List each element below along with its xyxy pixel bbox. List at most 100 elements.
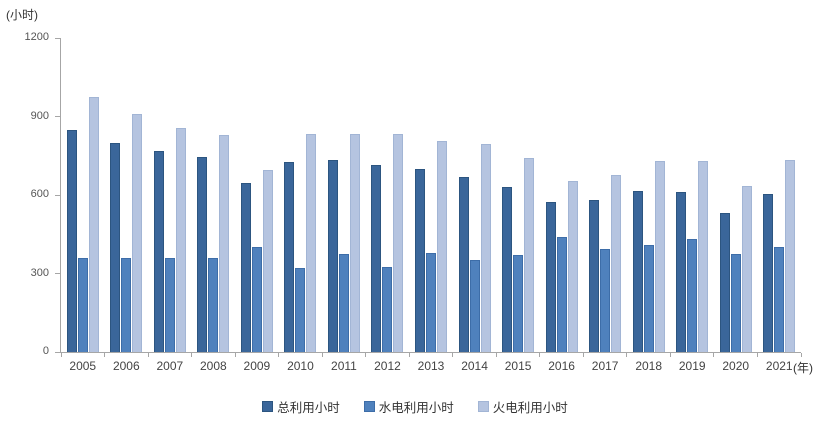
x-tick-mark	[669, 353, 671, 357]
bar	[295, 268, 306, 352]
bar-group-2011	[322, 38, 366, 352]
bar	[480, 143, 491, 352]
plot-area: 0 300 600 900 1200 2005 2006 2007 2008 2009 2010 20…	[25, 31, 802, 373]
bar	[208, 257, 219, 352]
legend-swatch-icon	[262, 401, 274, 412]
bar	[77, 257, 88, 352]
bar	[763, 193, 774, 352]
x-tick-label: 2008	[200, 359, 227, 373]
bar	[164, 257, 175, 352]
x-tick-label: 2006	[112, 359, 140, 373]
y-tick-mark	[55, 194, 60, 196]
x-tick-mark	[713, 353, 715, 357]
bar	[371, 164, 382, 352]
legend-label: 水电利用小时	[378, 401, 454, 415]
x-tick-label: 2015	[504, 359, 532, 373]
x-tick-mark	[191, 353, 193, 357]
bar	[785, 159, 796, 352]
legend-label: 总利用小时	[277, 401, 340, 415]
y-tick-label: 900	[30, 109, 49, 122]
bar	[611, 175, 622, 352]
bar	[426, 252, 437, 352]
x-tick-label: 2016	[548, 359, 575, 373]
bar	[251, 247, 262, 352]
bar-group-2018	[627, 38, 671, 352]
y-tick-label: 600	[30, 188, 49, 200]
x-tick-label: 2017	[591, 359, 619, 373]
y-tick-mark	[55, 37, 60, 39]
bar	[393, 133, 404, 352]
x-tick-label: 2021	[765, 359, 793, 373]
x-tick-mark	[408, 353, 410, 357]
bar	[632, 191, 643, 352]
chart-legend: 总利用小时 水电利用小时 火电利用小时	[0, 397, 830, 416]
bar	[698, 160, 709, 352]
legend-swatch-icon	[477, 401, 489, 412]
bar	[175, 128, 186, 352]
x-tick-label: 2013	[417, 359, 445, 373]
y-tick-mark	[55, 116, 60, 117]
bar-group-2015	[496, 38, 540, 352]
bar	[654, 160, 665, 352]
bars-container	[61, 38, 801, 352]
x-tick-mark	[234, 353, 236, 357]
bar	[88, 96, 99, 352]
legend-item: 火电利用小时	[477, 397, 568, 416]
bar	[262, 170, 273, 352]
x-tick-label: 2005	[69, 359, 97, 373]
legend-label: 火电利用小时	[492, 401, 568, 415]
bar	[643, 244, 654, 352]
y-tick-label: 0	[42, 345, 49, 357]
bar	[327, 159, 338, 352]
y-tick-mark	[55, 351, 60, 353]
bar-group-2008	[192, 38, 236, 352]
bar-group-2006	[105, 38, 149, 352]
x-axis-labels: 2005 2006 2007 2008 2009 2010 2011 2012 2013 2014…	[61, 359, 801, 373]
bar	[306, 133, 317, 352]
bar	[730, 253, 741, 352]
x-tick-mark	[147, 353, 149, 357]
legend-swatch-icon	[363, 401, 375, 412]
y-tick-label: 1200	[24, 31, 49, 43]
bar	[437, 141, 448, 352]
x-tick-mark	[278, 353, 280, 357]
x-tick-mark	[626, 353, 628, 357]
bar	[382, 266, 393, 352]
legend-item: 水电利用小时	[363, 397, 454, 416]
bar-group-2007	[148, 38, 192, 352]
x-tick-label: 2007	[156, 359, 184, 373]
bar	[524, 158, 535, 352]
bar-group-2010	[279, 38, 323, 352]
x-tick-mark	[452, 353, 454, 357]
x-tick-mark	[582, 353, 584, 357]
y-axis-unit-label: (小时)	[6, 8, 38, 22]
bar	[349, 133, 360, 352]
bar	[153, 150, 164, 352]
x-tick-label: 2019	[678, 359, 706, 373]
x-tick-mark	[365, 353, 367, 357]
bar	[600, 248, 611, 352]
bar	[121, 257, 132, 352]
bar	[502, 187, 513, 352]
x-tick-mark	[495, 353, 497, 357]
bar-group-2020	[714, 38, 758, 352]
x-tick-mark	[539, 353, 541, 357]
bar	[469, 260, 480, 352]
bar	[110, 142, 121, 352]
bar	[66, 129, 77, 352]
x-tick-mark	[321, 353, 323, 357]
bar	[338, 253, 349, 352]
bar-group-2019	[670, 38, 714, 352]
bar	[556, 236, 567, 352]
bar-group-2013	[409, 38, 453, 352]
y-tick-label: 300	[30, 266, 49, 279]
bar	[567, 180, 578, 352]
bar	[458, 176, 469, 352]
y-tick-mark	[55, 273, 60, 274]
bar-group-2021	[758, 38, 802, 352]
bar	[774, 247, 785, 352]
x-tick-label: 2009	[243, 359, 271, 373]
bar	[132, 113, 143, 352]
x-tick-mark	[104, 353, 106, 357]
